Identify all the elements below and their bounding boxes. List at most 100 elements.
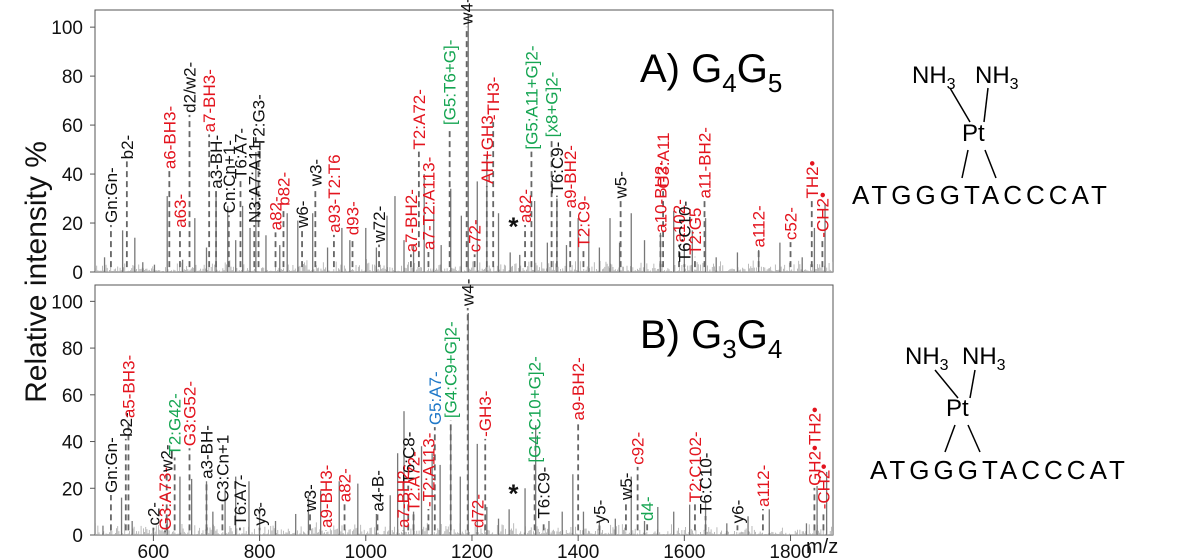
peak-label: b2- — [117, 412, 136, 437]
peak-label: Cn:Cn+1- — [220, 140, 239, 213]
peak-label: a82- — [336, 468, 355, 502]
peak-label: T6:A7- — [231, 128, 250, 179]
peak-label: a9-BH2- — [561, 145, 580, 208]
peak-label: T2:A72- — [405, 451, 424, 511]
x-tick-label: 1200 — [451, 542, 493, 560]
peak-label: [x8+G]2- — [543, 72, 562, 138]
peak-label: d4- — [638, 496, 657, 521]
dna-sequence: ATGGGTACCCAT — [870, 455, 1129, 485]
peak-label: y6- — [728, 500, 747, 524]
peak-label: T2:G42- — [166, 393, 185, 455]
peak-labels: Gn:Gn-b2- a6-BH3- a63- d2/w2- a7-BH3- a3-BH-C… — [102, 0, 832, 262]
peak-label: d72- — [468, 494, 487, 528]
peak-label: a7-BH2- — [394, 465, 413, 528]
y-tick-label: 0 — [72, 526, 83, 547]
peak-label: a10-BH2- — [651, 160, 670, 233]
peak-label: w5- — [617, 473, 636, 501]
peak-label: a112- — [754, 465, 773, 507]
peak-label: T6:C9- — [548, 142, 567, 194]
peak-label: a3-BH- — [197, 425, 216, 479]
peak-label: T6:C8- — [399, 432, 418, 484]
peak-label: T6:C9- — [535, 467, 554, 519]
peak-label: [G5:A11+G]2- — [522, 45, 541, 149]
peak-label: T2:G5 — [686, 208, 705, 255]
peak-labels: Gn:Gn-b2-a5-BH3- c2-G3:A73-w2-T2:G42-G3:G… — [102, 279, 834, 531]
pt-bonds-top — [949, 87, 997, 179]
pt-bonds-bottom — [934, 369, 981, 453]
peak-label: w3- — [306, 159, 325, 187]
y-tick-label: 60 — [62, 386, 83, 407]
title-sub: 5 — [768, 68, 782, 98]
x-tick-label: 1400 — [557, 542, 599, 560]
y-tick-label: 100 — [51, 292, 83, 313]
peak-label: T2:C102- — [686, 431, 705, 502]
peak-label: a6-BH3- — [160, 106, 179, 169]
peak-label: c72- — [466, 219, 485, 252]
peak-label: w4- — [459, 279, 478, 307]
peak-label: a7-BH2- — [402, 189, 421, 252]
y-tick-label: 80 — [62, 339, 83, 360]
ammine-ligand-right: NH3 — [975, 62, 1019, 93]
peak-label: a3-BH- — [207, 135, 226, 189]
peak-label: [G4:C10+G]2- — [526, 356, 545, 462]
panel-title: A) G4G5 — [640, 47, 782, 98]
peak-label: a102- — [670, 199, 689, 242]
y-tick-label: 0 — [72, 263, 83, 284]
peak-label: w5- — [612, 171, 631, 199]
y-tick-label: 40 — [62, 165, 83, 186]
peak-label: -CH2• — [814, 464, 833, 510]
peak-label: G3:A11 — [654, 132, 673, 188]
x-tick-label: 600 — [138, 542, 170, 560]
peak-label: C3:Cn+1 — [213, 435, 232, 503]
panel-frame — [94, 9, 834, 273]
peak-label: a112- — [750, 205, 769, 247]
x-axis: 600 800 1000 1200 1400 1600 1800 — [138, 535, 812, 560]
peak-label: N3:A7:A11- — [245, 136, 264, 223]
y-tick-label: 20 — [62, 479, 83, 500]
peak-label: c2- — [144, 502, 163, 526]
peak-label: T6:A7- — [231, 475, 250, 526]
x-axis-unit: m/z — [806, 536, 838, 558]
y-tick-label: 60 — [62, 116, 83, 137]
dna-sequence: ATGGGTACCCAT — [852, 180, 1111, 210]
title-sub: 4 — [722, 68, 736, 98]
peak-label: y3- — [251, 502, 270, 526]
peak-label: -GH3- — [476, 391, 495, 437]
ammine-ligand-left: NH3 — [912, 62, 956, 93]
peak-label: a82- — [516, 189, 535, 223]
peak-label: a82- — [267, 196, 286, 230]
peak-label: w6- — [293, 201, 312, 229]
panel-frame — [94, 284, 834, 536]
peak-label: [G4:C9+G]2- — [442, 321, 461, 418]
peak-label: G3:G52- — [181, 381, 200, 446]
y-axis-ticks: 0 20 40 60 80 100 — [51, 18, 95, 284]
y-tick-label: 100 — [51, 18, 83, 39]
ammine-ligand-right: NH3 — [962, 343, 1006, 374]
peak-label: T6:C10- — [697, 453, 716, 514]
peak-label: c92- — [629, 432, 648, 465]
peak-label: c52- — [782, 207, 801, 240]
peak-label: T2:C9- — [574, 196, 593, 248]
x-tick-label: 1600 — [663, 542, 705, 560]
peak-label: [G5:T6+G]- — [441, 40, 460, 126]
peak-label: a9-BH3- — [317, 465, 336, 528]
peak-label: G5:A7- — [426, 371, 445, 425]
peak-label: -TH3- — [484, 77, 503, 120]
peak-label: b82- — [274, 172, 293, 206]
peak-label: Gn:Gn- — [102, 437, 121, 493]
peak-label: a4-B- — [368, 470, 387, 512]
x-tick-label: 800 — [244, 542, 276, 560]
y-axis-label: Relative intensity % — [20, 141, 53, 403]
title-sub: 3 — [722, 334, 736, 364]
y-tick-label: 80 — [62, 67, 83, 88]
asterisk-label: * — [508, 478, 519, 508]
peak-label: -CH2• — [813, 192, 832, 238]
peak-label: y5- — [590, 500, 609, 524]
peak-label: a63- — [171, 194, 190, 228]
peak-label: G3:A73- — [156, 467, 175, 530]
y-tick-label: 20 — [62, 214, 83, 235]
ammine-ligand-left: NH3 — [905, 343, 949, 374]
peak-label: T6:C10- — [675, 201, 694, 262]
